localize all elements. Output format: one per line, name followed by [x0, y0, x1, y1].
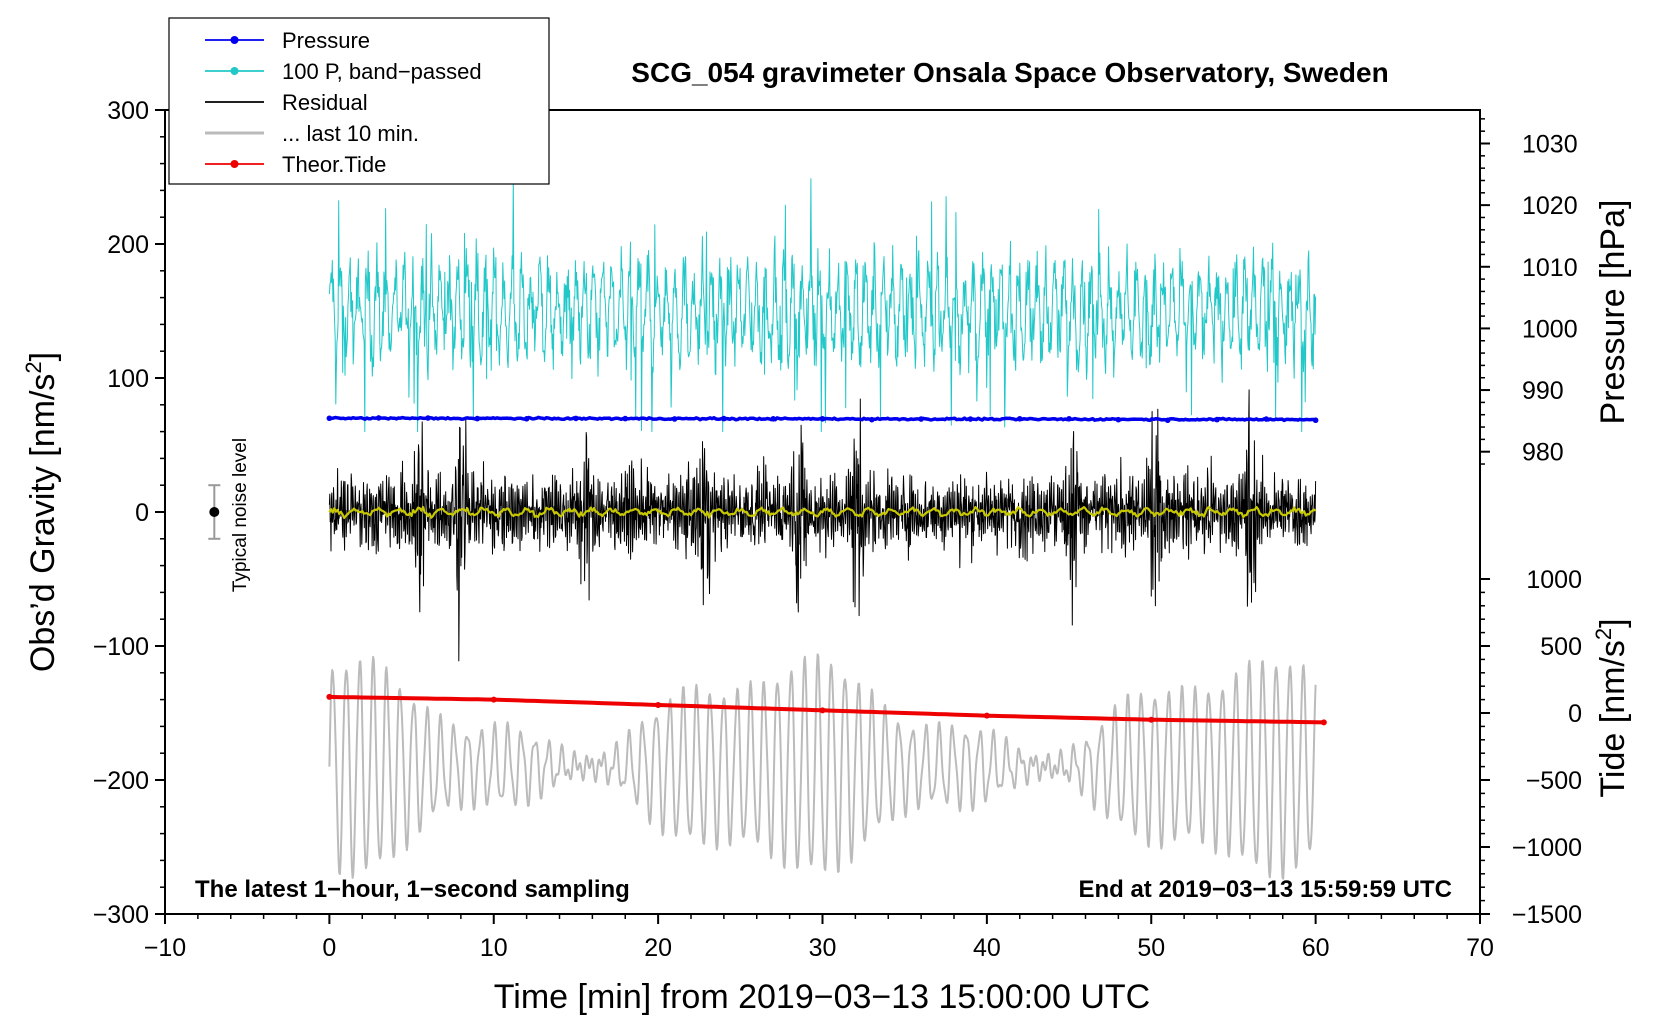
pressure-marker: [869, 416, 875, 423]
pressure-tick-label: 1030: [1522, 131, 1578, 159]
y-axis-label-left-sup: 2: [21, 361, 46, 373]
y-axis-label-pressure: Pressure [hPa]: [1594, 200, 1632, 425]
y-axis-label-left: Obs’d Gravity [nm/s2]: [21, 352, 62, 672]
tide-point-0: [326, 693, 333, 700]
y-axis-label-left-main: Obs’d Gravity [nm/s: [24, 374, 62, 673]
tide-point-2: [655, 701, 662, 708]
y-tick-label: 100: [107, 365, 149, 393]
pressure-marker: [622, 415, 629, 422]
tide-point-4: [983, 712, 990, 719]
legend: Pressure 100 P, band−passed Residual ... la…: [168, 17, 550, 185]
pressure-marker: [1164, 417, 1171, 424]
y-axis-label-left-close: ]: [24, 352, 62, 361]
y-tick-label: 0: [135, 499, 149, 527]
pressure-marker: [770, 416, 776, 422]
ticks-layer: −10 0 10 20 30 40 50 60 70−300−200−1000100200300…: [93, 97, 1582, 962]
series-last-10-min: [328, 653, 1317, 880]
legend-box: [168, 17, 550, 185]
annotation-sampling: The latest 1−hour, 1−second sampling: [195, 876, 630, 903]
pressure-marker: [1016, 415, 1023, 422]
pressure-marker: [1312, 417, 1319, 424]
y-tick-label: −200: [93, 767, 149, 795]
pressure-marker: [819, 415, 826, 422]
pressure-tick-label: 1020: [1522, 192, 1578, 220]
y-axis-label-tide: Tide [nm/s2]: [1591, 618, 1632, 797]
tide-point-3: [819, 707, 826, 714]
y-axis-label-tide-sup: 2: [1591, 628, 1616, 640]
legend-label-3: ... last 10 min.: [282, 121, 419, 146]
tide-tick-label: 0: [1568, 700, 1582, 728]
legend-marker-4: [230, 160, 239, 168]
tide-point-5: [1148, 716, 1155, 723]
pressure-marker: [425, 415, 431, 421]
legend-marker-0: [230, 36, 239, 44]
y-tick-label: 200: [107, 231, 149, 259]
y-tick-label: −300: [93, 901, 149, 929]
pressure-marker: [326, 415, 333, 422]
pressure-tick-label: 1010: [1522, 254, 1578, 282]
series-pressure-bandpassed: [328, 176, 1317, 433]
annotation-end-time: End at 2019−03−13 15:59:59 UTC: [1078, 876, 1452, 903]
tide-tick-label: 500: [1540, 633, 1582, 661]
x-tick-label: 50: [1137, 934, 1165, 962]
tide-point-6: [1320, 719, 1327, 726]
x-tick-label: 0: [322, 934, 336, 962]
series-residual-smoothed: [328, 505, 1317, 520]
x-tick-label: 30: [809, 934, 837, 962]
series-theor-tide: [329, 694, 1324, 725]
tide-tick-label: −500: [1526, 767, 1582, 795]
y-axis-label-tide-main: Tide [nm/s: [1594, 640, 1632, 797]
legend-label-4: Theor.Tide: [282, 152, 386, 177]
pressure-tick-label: 980: [1522, 439, 1564, 467]
legend-label-2: Residual: [282, 90, 368, 115]
series-residual: [328, 389, 1317, 662]
legend-label-0: Pressure: [282, 28, 370, 53]
pressure-tick-label: 990: [1522, 377, 1564, 405]
pressure-marker: [375, 415, 382, 421]
chart-title: SCG_054 gravimeter Onsala Space Observat…: [631, 57, 1388, 88]
pressure-marker: [1263, 416, 1270, 422]
y-tick-label: 300: [107, 97, 149, 125]
legend-marker-1: [230, 67, 239, 75]
pressure-marker: [1214, 416, 1220, 423]
pressure-marker: [918, 416, 924, 422]
x-tick-label: 10: [480, 934, 508, 962]
pressure-marker: [474, 415, 481, 422]
pressure-marker: [1115, 416, 1122, 423]
pressure-marker: [967, 416, 974, 422]
tide-point-1: [490, 696, 497, 703]
series-layer: [326, 176, 1327, 880]
x-tick-label: 40: [973, 934, 1001, 962]
x-tick-label: 60: [1302, 934, 1330, 962]
y-axis-label-tide-close: ]: [1594, 618, 1632, 627]
x-tick-label: −10: [144, 934, 186, 962]
pressure-marker: [523, 416, 530, 422]
pressure-marker: [573, 415, 579, 422]
noise-bar-point: [209, 507, 220, 517]
x-tick-label: 20: [644, 934, 672, 962]
legend-label-1: 100 P, band−passed: [282, 59, 482, 84]
x-axis-label: Time [min] from 2019−03−13 15:00:00 UTC: [494, 978, 1150, 1016]
tide-tick-label: 1000: [1526, 566, 1582, 594]
pressure-tick-label: 1000: [1522, 315, 1578, 343]
tide-tick-label: −1000: [1512, 834, 1582, 862]
pressure-marker: [721, 415, 727, 422]
noise-level-label: Typical noise level: [230, 438, 251, 592]
y-tick-label: −100: [93, 633, 149, 661]
noise-level-indicator: [208, 484, 221, 540]
pressure-marker: [1066, 415, 1072, 422]
pressure-marker: [671, 416, 678, 422]
tide-tick-label: −1500: [1512, 901, 1582, 929]
x-tick-label: 70: [1466, 934, 1494, 962]
